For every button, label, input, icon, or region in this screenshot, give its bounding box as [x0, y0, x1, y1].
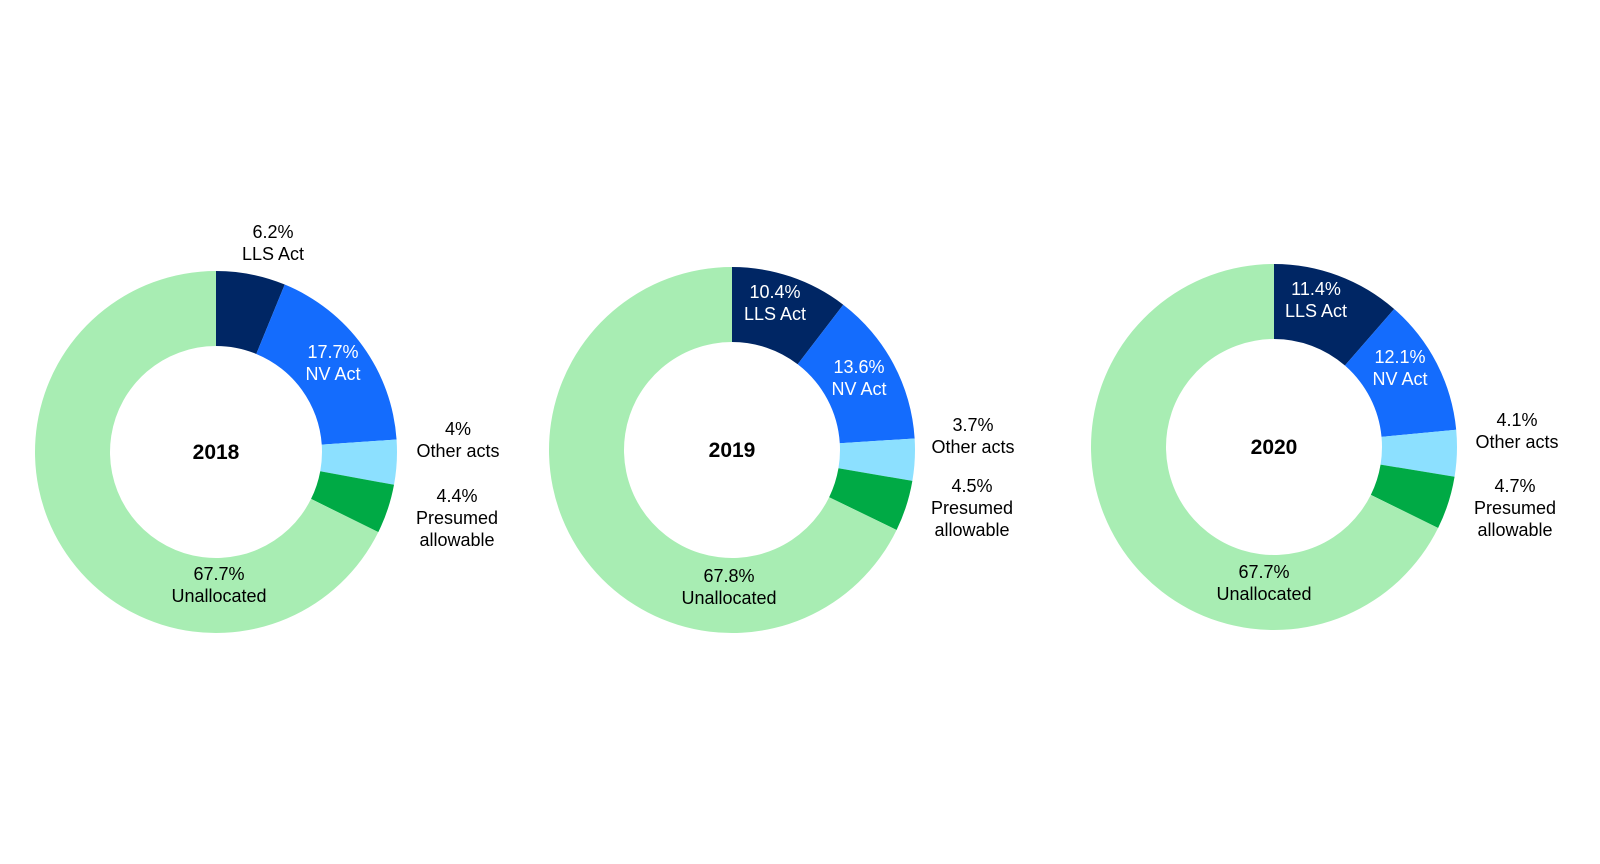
slice-label-nv-act: 17.7% NV Act: [305, 342, 360, 384]
slice-label-presumed-allowable: 4.5% Presumed allowable: [931, 476, 1013, 540]
slice-nv-act: [256, 284, 397, 445]
slice-label-other-acts: 4% Other acts: [416, 419, 499, 461]
slice-presumed-allowable: [829, 468, 913, 530]
slice-label-presumed-allowable: 4.7% Presumed allowable: [1474, 476, 1556, 540]
slice-other-acts: [838, 438, 916, 481]
slice-label-lls-act: 6.2% LLS Act: [242, 222, 304, 264]
slice-unallocated: [1090, 264, 1439, 630]
slice-unallocated: [549, 267, 897, 633]
slice-nv-act: [1344, 308, 1457, 437]
slice-label-lls-act: 10.4% LLS Act: [744, 282, 806, 324]
slice-label-other-acts: 3.7% Other acts: [931, 415, 1014, 457]
slice-lls-act: [732, 267, 844, 365]
slice-lls-act: [1274, 264, 1395, 366]
slice-label-unallocated: 67.8% Unallocated: [681, 566, 776, 608]
slice-label-presumed-allowable: 4.4% Presumed allowable: [416, 486, 498, 550]
donut-chart-2020: 11.4% LLS Act 12.1% NV Act 4.1% Other acts 4.7…: [1090, 264, 1559, 630]
slice-nv-act: [797, 304, 915, 444]
slice-other-acts: [320, 439, 398, 485]
slice-label-lls-act: 11.4% LLS Act: [1285, 279, 1347, 321]
center-year-label: 2020: [1251, 436, 1298, 459]
center-year-label: 2018: [193, 441, 240, 464]
donut-chart-2018: 6.2% LLS Act 17.7% NV Act 4% Other acts 4.4% Pr…: [34, 222, 500, 633]
slice-label-unallocated: 67.7% Unallocated: [1216, 562, 1311, 604]
slice-label-nv-act: 13.6% NV Act: [831, 357, 886, 399]
slice-label-nv-act: 12.1% NV Act: [1372, 347, 1427, 389]
slice-other-acts: [1380, 429, 1457, 477]
slice-lls-act: [216, 271, 285, 354]
slice-presumed-allowable: [311, 471, 395, 533]
donut-chart-2019: 10.4% LLS Act 13.6% NV Act 3.7% Other acts 4.5…: [549, 267, 1015, 633]
slice-unallocated: [34, 271, 379, 633]
slice-presumed-allowable: [1370, 464, 1455, 529]
center-year-label: 2019: [709, 439, 756, 462]
slice-label-other-acts: 4.1% Other acts: [1475, 410, 1558, 452]
slice-label-unallocated: 67.7% Unallocated: [171, 564, 266, 606]
